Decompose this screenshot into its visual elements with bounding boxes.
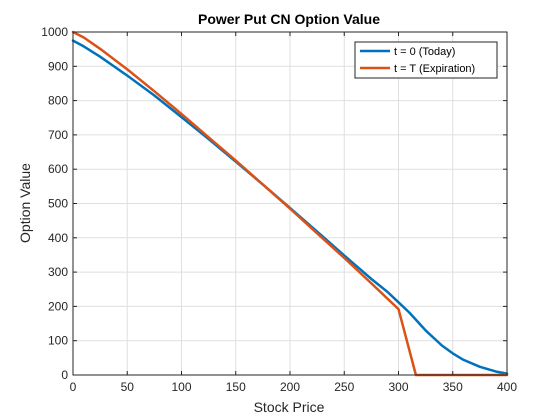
y-tick-label: 700	[48, 128, 68, 142]
x-tick-label: 150	[226, 380, 246, 394]
x-axis-label: Stock Price	[254, 399, 325, 415]
legend: t = 0 (Today) t = T (Expiration)	[354, 41, 498, 79]
x-tick-label: 400	[497, 380, 517, 394]
y-tick-label: 800	[48, 94, 68, 108]
x-tick-label: 200	[280, 380, 300, 394]
x-tick-label: 100	[171, 380, 191, 394]
tick-labels: 0 50 100 150 200 250 300 350 400 0 100 200 300 400 500…	[41, 25, 517, 394]
x-tick-label: 250	[334, 380, 354, 394]
y-tick-label: 1000	[41, 25, 68, 39]
legend-label-today: t = 0 (Today)	[394, 46, 455, 58]
y-tick-label: 900	[48, 59, 68, 73]
y-tick-label: 300	[48, 265, 68, 279]
y-tick-label: 0	[61, 368, 68, 382]
chart-title: Power Put CN Option Value	[198, 11, 380, 27]
x-tick-label: 300	[388, 380, 408, 394]
y-tick-label: 200	[48, 299, 68, 313]
legend-box	[354, 41, 498, 79]
y-tick-label: 400	[48, 231, 68, 245]
series-line-today	[71, 39, 509, 375]
x-tick-label: 350	[443, 380, 463, 394]
legend-label-expiration: t = T (Expiration)	[394, 63, 475, 75]
y-tick-label: 500	[48, 197, 68, 211]
axes	[72, 31, 508, 376]
y-tick-label: 100	[48, 334, 68, 348]
x-tick-label: 50	[121, 380, 135, 394]
x-tick-label: 0	[70, 380, 77, 394]
y-axis-label: Option Value	[17, 163, 33, 243]
grid	[72, 31, 508, 376]
y-tick-label: 600	[48, 162, 68, 176]
